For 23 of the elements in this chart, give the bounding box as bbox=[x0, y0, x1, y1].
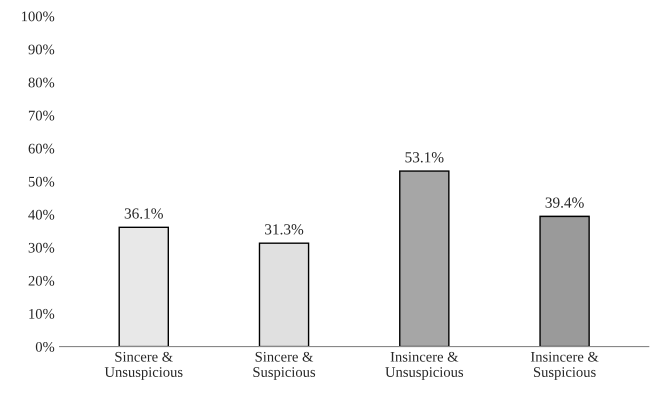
data-label: 39.4% bbox=[546, 197, 584, 208]
bar bbox=[118, 226, 169, 347]
y-tick-label: 100% bbox=[22, 11, 54, 22]
bar bbox=[258, 242, 310, 347]
y-tick-label: 40% bbox=[28, 210, 54, 220]
bar bbox=[539, 216, 590, 347]
y-tick-label: 60% bbox=[28, 144, 54, 154]
y-tick-label: 80% bbox=[28, 78, 54, 88]
y-tick-label: 20% bbox=[28, 276, 54, 286]
data-label: 53.1% bbox=[405, 152, 444, 163]
bar bbox=[399, 170, 450, 347]
x-tick-label: Sincere & Unsuspicious bbox=[104, 352, 183, 380]
y-tick-label: 70% bbox=[28, 110, 54, 121]
x-tick-label: Sincere & Suspicious bbox=[253, 352, 316, 380]
x-tick-label: Insincere & Suspicious bbox=[530, 352, 599, 380]
x-tick-label: Insincere & Unsuspicious bbox=[385, 352, 464, 380]
data-label: 31.3% bbox=[265, 224, 304, 235]
y-tick-label: 90% bbox=[28, 44, 54, 54]
y-tick-label: 30% bbox=[28, 242, 54, 253]
y-tick-label: 10% bbox=[29, 308, 54, 319]
data-label: 36.1% bbox=[124, 208, 163, 219]
y-tick-label: 0% bbox=[36, 342, 54, 352]
y-tick-label: 50% bbox=[28, 176, 54, 187]
